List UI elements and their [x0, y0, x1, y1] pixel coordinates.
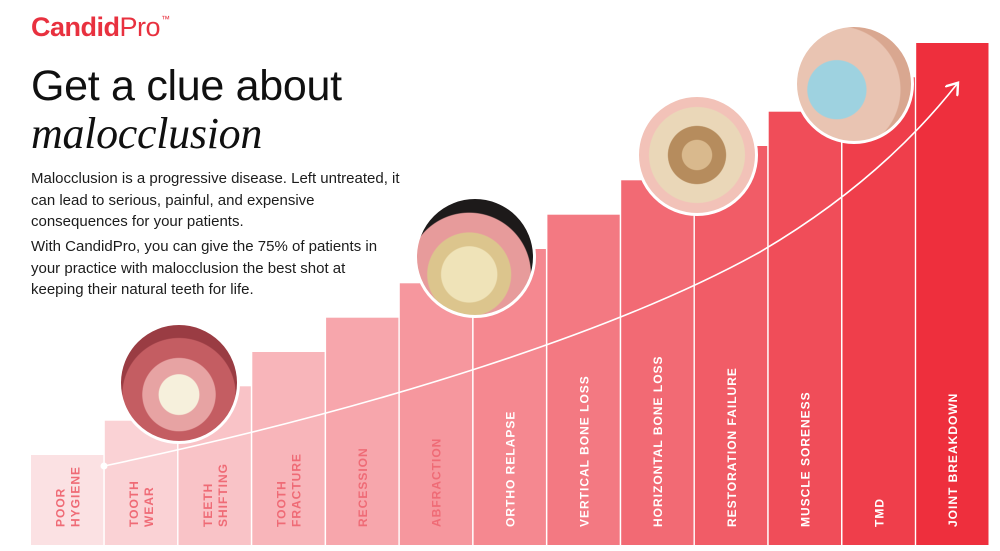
jaw-pain-photo — [794, 24, 914, 144]
bar-label-5: ABFRACTION — [430, 438, 444, 527]
bar-label-4: RECESSION — [356, 447, 370, 527]
teeth-bite-photo — [118, 322, 240, 444]
candidpro-logo: CandidPro™ — [31, 12, 170, 43]
bar-11 — [842, 77, 915, 546]
logo-name: Candid — [31, 12, 120, 42]
intro-paragraph: Malocclusion is a progressive disease. L… — [31, 170, 400, 230]
bar-label-0: POORHYGIENE — [53, 466, 82, 527]
bar-label-7: VERTICAL BONE LOSS — [577, 375, 591, 527]
bar-label-3: TOOTHFRACTURE — [275, 453, 304, 527]
bar-label-11: TMD — [872, 498, 886, 527]
bar-0 — [31, 455, 104, 545]
bar-label-1: TOOTHWEAR — [127, 480, 156, 527]
bar-7 — [547, 214, 620, 545]
gum-recession-photo — [414, 196, 536, 318]
bar-label-10: MUSCLE SORENESS — [799, 391, 813, 527]
headline-line1: Get a clue about — [31, 62, 342, 110]
bar-label-6: ORTHO RELAPSE — [504, 411, 518, 527]
bar-12 — [916, 43, 989, 545]
logo-trademark: ™ — [161, 14, 170, 24]
bar-10 — [768, 111, 841, 545]
bar-label-2: TEETHSHIFTING — [201, 463, 230, 527]
bar-label-12: JOINT BREAKDOWN — [946, 393, 960, 527]
trend-start-dot — [100, 462, 108, 470]
candidpro-paragraph: With CandidPro, you can give the 75% of … — [31, 238, 378, 298]
bar-4 — [326, 317, 399, 545]
bar-label-9: RESTORATION FAILURE — [725, 367, 739, 527]
bar-8 — [621, 180, 694, 546]
trend-arrow-icon — [103, 84, 957, 467]
bar-3 — [252, 352, 325, 545]
logo-suffix: Pro — [119, 12, 161, 42]
bar-5 — [399, 283, 473, 545]
headline-line2: malocclusion — [31, 109, 263, 158]
headline: Get a clue about malocclusion — [31, 62, 342, 158]
worn-molar-photo — [636, 94, 758, 216]
bar-label-8: HORIZONTAL BONE LOSS — [651, 355, 665, 527]
